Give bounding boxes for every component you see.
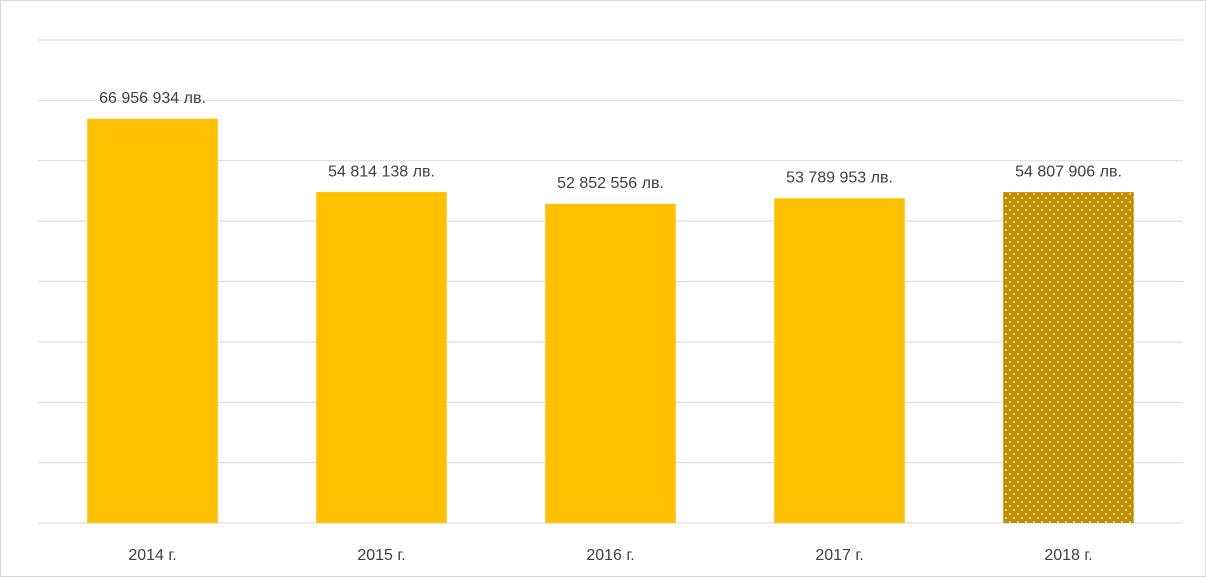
data-label: 52 852 556 лв.: [557, 175, 664, 192]
x-tick-label: 2018 г.: [1044, 547, 1092, 564]
bar: [87, 118, 218, 524]
data-label: 53 789 953 лв.: [786, 169, 893, 186]
data-label: 66 956 934 лв.: [99, 90, 206, 107]
data-label: 54 807 906 лв.: [1015, 163, 1122, 180]
x-tick-label: 2016 г.: [586, 547, 634, 564]
bar: [774, 198, 905, 523]
x-tick-label: 2014 г.: [128, 547, 176, 564]
bar: [545, 203, 676, 523]
data-label: 54 814 138 лв.: [328, 163, 435, 180]
bar: [1003, 192, 1134, 523]
bar: [316, 192, 447, 524]
x-tick-label: 2015 г.: [357, 547, 405, 564]
x-tick-label: 2017 г.: [815, 547, 863, 564]
